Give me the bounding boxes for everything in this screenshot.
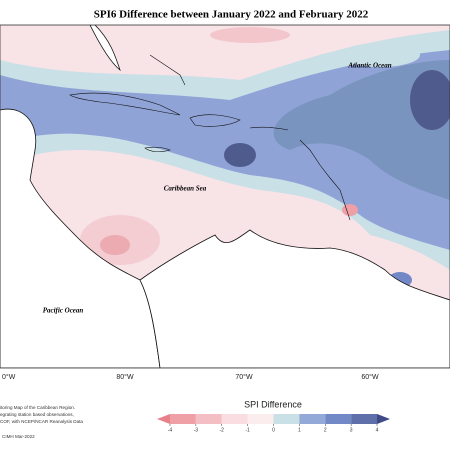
ocean-label: Caribbean Sea bbox=[164, 185, 207, 193]
colorbar-tick-label: -3 bbox=[194, 427, 199, 433]
ocean-label: Atlantic Ocean bbox=[347, 62, 391, 70]
colorbar-segment bbox=[170, 414, 196, 424]
colorbar-tick-label: -2 bbox=[220, 427, 225, 433]
colorbar-segment bbox=[351, 414, 377, 424]
colorbar-segment bbox=[299, 414, 326, 424]
longitude-label: 60°W bbox=[361, 373, 379, 381]
footnote-credit: CIMH Mar-2022 bbox=[2, 434, 35, 439]
footnote-line: COF, with NCEP/NCAR Reanalysis Data bbox=[0, 419, 83, 424]
footnote-line: egrating station based observations, bbox=[0, 412, 74, 417]
colorbar-segment bbox=[325, 414, 352, 424]
colorbar-tick-label: -1 bbox=[245, 427, 250, 433]
colorbar-segment bbox=[195, 414, 222, 424]
footnote-line: itoring Map of the Caribbean Region. bbox=[0, 405, 75, 410]
longitude-label: 0°W bbox=[2, 373, 16, 381]
legend: SPI Difference -4 -3 -2 -1 0 1 2 3 4 bbox=[157, 399, 390, 433]
ocean-label: Pacific Ocean bbox=[43, 307, 84, 315]
colorbar-tick-label: -4 bbox=[168, 427, 173, 433]
colorbar-tick-label: 1 bbox=[298, 427, 301, 433]
colorbar-segment bbox=[221, 414, 248, 424]
colorbar-segment bbox=[247, 414, 274, 424]
colorbar-tick-label: 2 bbox=[324, 427, 327, 433]
colorbar-segment bbox=[273, 414, 300, 424]
colorbar-tick-label: 0 bbox=[272, 427, 275, 433]
colorbar-end bbox=[157, 414, 170, 424]
colorbar-tick-label: 4 bbox=[376, 427, 379, 433]
colorbar-tick-label: 3 bbox=[350, 427, 353, 433]
title: SPI6 Difference between January 2022 and… bbox=[94, 9, 369, 21]
footnote: itoring Map of the Caribbean Region. egr… bbox=[0, 405, 83, 439]
longitude-label: 70°W bbox=[235, 373, 253, 381]
colorbar-end bbox=[377, 414, 390, 424]
map: Atlantic Ocean Caribbean Sea Pacific Oce… bbox=[0, 24, 450, 381]
legend-title: SPI Difference bbox=[244, 399, 302, 409]
longitude-label: 80°W bbox=[116, 373, 134, 381]
